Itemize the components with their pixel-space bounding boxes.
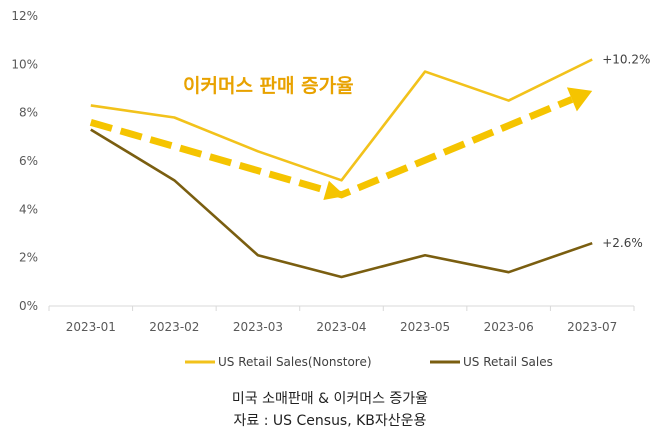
trend-arrow <box>89 87 593 200</box>
series-lines <box>90 58 593 279</box>
x-tick-label: 2023-01 <box>66 320 116 334</box>
legend: US Retail Sales(Nonstore) US Retail Sales <box>185 355 553 369</box>
caption-title: 미국 소매판매 & 이커머스 증가율 <box>232 391 428 407</box>
y-tick-label: 6% <box>19 154 38 168</box>
series-line-1 <box>90 128 593 279</box>
y-tick-label: 2% <box>19 251 38 265</box>
x-tick-label: 2023-03 <box>233 320 283 334</box>
y-tick-label: 10% <box>11 57 38 71</box>
legend-label-0: US Retail Sales(Nonstore) <box>218 355 372 369</box>
ecommerce-callout-text: 이커머스 판매 증가율 <box>183 75 354 97</box>
legend-label-1: US Retail Sales <box>463 355 553 369</box>
series-end-label-0: +10.2% <box>602 53 650 67</box>
y-tick-label: 4% <box>19 202 38 216</box>
y-tick-label: 12% <box>11 9 38 23</box>
x-tick-label: 2023-04 <box>316 320 366 334</box>
y-tick-label: 8% <box>19 106 38 120</box>
trend-arrow-head <box>566 87 593 112</box>
x-tick-label: 2023-05 <box>400 320 450 334</box>
y-tick-label: 0% <box>19 299 38 313</box>
end-labels: +10.2% +2.6% <box>602 53 650 251</box>
x-tick-label: 2023-07 <box>567 320 617 334</box>
series-end-label-1: +2.6% <box>602 236 643 250</box>
trend-arrow-mid-head <box>323 180 346 200</box>
trend-arrow-shaft <box>89 96 574 199</box>
x-tick-label: 2023-06 <box>484 320 534 334</box>
y-axis-ticks: 0% 2% 4% 6% 8% 10% 12% <box>11 9 38 313</box>
x-tick-label: 2023-02 <box>149 320 199 334</box>
series-line-0 <box>90 58 593 182</box>
caption-source: 자료 : US Census, KB자산운용 <box>234 413 427 429</box>
x-axis-ticks: 2023-01 2023-02 2023-03 2023-04 2023-05 2023-… <box>48 306 635 334</box>
